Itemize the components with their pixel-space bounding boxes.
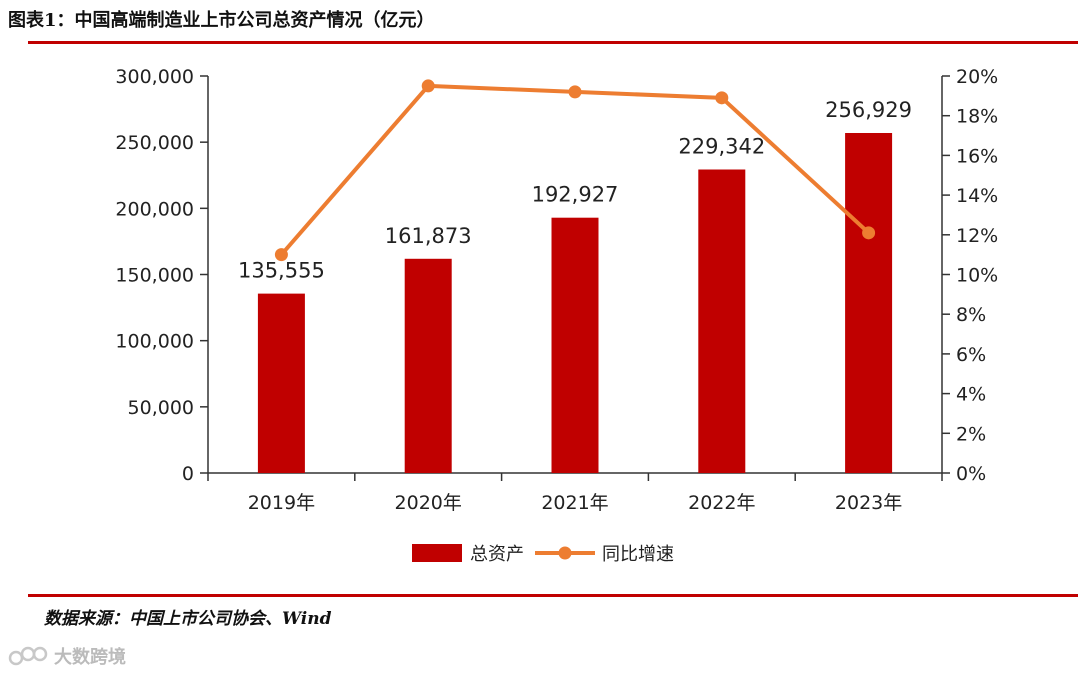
bar-data-label: 192,927 bbox=[532, 183, 619, 207]
bar bbox=[698, 169, 746, 473]
watermark-text: 大数跨境 bbox=[54, 647, 126, 668]
right-y-tick-label: 10% bbox=[956, 265, 998, 287]
left-y-tick-label: 50,000 bbox=[128, 397, 194, 419]
right-y-tick-label: 2% bbox=[956, 423, 986, 445]
legend-bar-label: 总资产 bbox=[470, 544, 524, 565]
line-point bbox=[568, 85, 582, 99]
chart-title: 图表1：中国高端制造业上市公司总资产情况（亿元） bbox=[8, 10, 435, 31]
right-y-tick-label: 0% bbox=[956, 463, 986, 485]
legend-line-marker bbox=[558, 546, 572, 560]
right-y-tick-label: 6% bbox=[956, 344, 986, 366]
line-point bbox=[862, 226, 876, 240]
x-tick-label: 2020年 bbox=[395, 492, 462, 514]
line-series bbox=[274, 79, 876, 262]
x-tick-label: 2023年 bbox=[835, 492, 902, 514]
left-y-tick-label: 300,000 bbox=[115, 66, 194, 88]
bottom-divider bbox=[28, 594, 1078, 597]
line-point bbox=[715, 91, 729, 105]
chart-axes: 0 50,000 100,000 150,000 200,000 250,000 300,0… bbox=[115, 66, 998, 514]
source-note: 数据来源：中国上市公司协会、Wind bbox=[44, 609, 332, 629]
bar-data-label: 256,929 bbox=[825, 98, 912, 122]
right-y-tick-label: 18% bbox=[956, 106, 998, 128]
left-y-tick-label: 150,000 bbox=[115, 265, 194, 287]
right-y-tick-label: 4% bbox=[956, 384, 986, 406]
watermark: 大数跨境 bbox=[8, 643, 126, 669]
left-y-tick-label: 200,000 bbox=[115, 198, 194, 220]
bar-data-labels: 135,555 161,873 192,927 229,342 256,929 bbox=[238, 98, 912, 283]
right-y-tick-label: 8% bbox=[956, 304, 986, 326]
bar-data-label: 229,342 bbox=[678, 135, 765, 159]
bar-data-label: 135,555 bbox=[238, 259, 325, 283]
chart: 0 50,000 100,000 150,000 200,000 250,000 300,0… bbox=[115, 66, 998, 565]
right-y-tick-label: 20% bbox=[956, 66, 998, 88]
legend-line-label: 同比增速 bbox=[602, 544, 674, 565]
chart-legend: 总资产 同比增速 bbox=[412, 544, 674, 565]
line-point bbox=[421, 79, 435, 93]
x-tick-label: 2022年 bbox=[688, 492, 755, 514]
right-y-tick-label: 12% bbox=[956, 225, 998, 247]
legend-bar-swatch bbox=[412, 544, 462, 562]
bar bbox=[404, 258, 452, 473]
x-tick-label: 2021年 bbox=[541, 492, 608, 514]
x-tick-label: 2019年 bbox=[248, 492, 315, 514]
left-y-tick-label: 250,000 bbox=[115, 132, 194, 154]
top-divider bbox=[28, 41, 1078, 44]
line-point bbox=[274, 248, 288, 262]
watermark-logo-icon bbox=[8, 646, 48, 666]
left-y-tick-label: 0 bbox=[182, 463, 194, 485]
bar bbox=[551, 217, 599, 473]
right-y-tick-label: 16% bbox=[956, 145, 998, 167]
bar-series bbox=[257, 132, 893, 473]
bar bbox=[257, 293, 305, 473]
bar-data-label: 161,873 bbox=[385, 224, 472, 248]
bar bbox=[845, 132, 893, 473]
right-y-tick-label: 14% bbox=[956, 185, 998, 207]
left-y-tick-label: 100,000 bbox=[115, 331, 194, 353]
